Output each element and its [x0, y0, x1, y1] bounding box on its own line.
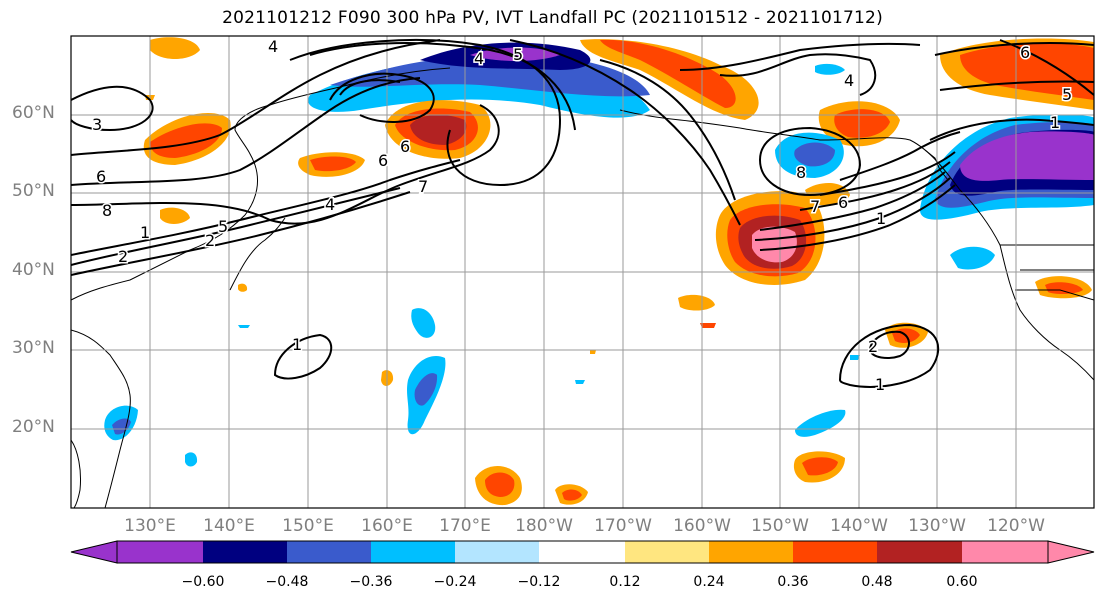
colorbar-tick: 0.36 — [777, 574, 809, 590]
colorbar-tick: 0.48 — [861, 574, 893, 590]
colorbar-tick: −0.48 — [265, 574, 309, 590]
contour-label: 4 — [844, 71, 854, 90]
contour-labels: 4 3 6 8 1 2 2 5 4 5 6 7 4 6 7 8 1 4 6 6 … — [91, 36, 1074, 396]
lon-label: 130°W — [908, 516, 966, 536]
contour-label: 3 — [92, 115, 102, 134]
contour-label: 6 — [378, 151, 388, 170]
coastlines — [71, 67, 1094, 508]
lon-label: 140°E — [203, 516, 255, 536]
lon-label: 170°E — [439, 516, 491, 536]
colorbar-tick: −0.60 — [181, 574, 225, 590]
contour-label: 6 — [400, 137, 410, 156]
contour-label: 8 — [796, 163, 806, 182]
contour-label: 7 — [418, 177, 428, 196]
colorbar-tick: −0.24 — [433, 574, 477, 590]
colorbar-tick: 0.12 — [609, 574, 641, 590]
colorbar-tick: −0.36 — [349, 574, 393, 590]
graticule — [71, 36, 1094, 508]
lon-label: 140°W — [830, 516, 888, 536]
lat-label: 50°N — [12, 181, 55, 201]
contour-label: 5 — [218, 217, 228, 236]
plot-title: 2021101212 F090 300 hPa PV, IVT Landfall… — [222, 8, 883, 28]
colorbar-tick: 0.24 — [693, 574, 725, 590]
contour-label: 4 — [268, 37, 278, 56]
lon-label: 150°W — [751, 516, 809, 536]
lat-label: 60°N — [12, 103, 55, 123]
contour-label: 1 — [140, 223, 150, 242]
contour-label: 1 — [876, 209, 886, 228]
lon-label: 180°W — [515, 516, 573, 536]
contour-label: 5 — [513, 45, 523, 64]
contour-label: 2 — [118, 247, 128, 266]
contour-label: 1 — [292, 335, 302, 354]
contour-label: 1 — [1050, 113, 1060, 132]
contour-label: 2 — [868, 337, 878, 356]
lon-label: 160°W — [673, 516, 731, 536]
colorbar — [70, 540, 1095, 564]
contour-label: 4 — [325, 195, 335, 214]
map-frame — [70, 35, 1095, 509]
lat-label: 30°N — [12, 338, 55, 358]
lon-label: 120°W — [987, 516, 1045, 536]
lon-label: 170°W — [594, 516, 652, 536]
contour-label: 1 — [875, 375, 885, 394]
lat-label: 20°N — [12, 417, 55, 437]
contour-label: 8 — [102, 201, 112, 220]
contour-label: 2 — [205, 231, 215, 250]
contour-label: 6 — [96, 167, 106, 186]
lat-label: 40°N — [12, 260, 55, 280]
contour-label: 7 — [810, 197, 820, 216]
colorbar-tick: −0.12 — [517, 574, 561, 590]
lon-label: 130°E — [124, 516, 176, 536]
lon-label: 150°E — [282, 516, 334, 536]
contour-label: 4 — [474, 49, 484, 68]
contour-label: 6 — [838, 193, 848, 212]
pv-contours — [71, 39, 1094, 388]
contour-label: 6 — [1020, 43, 1030, 62]
contour-label: 5 — [1062, 85, 1072, 104]
lon-label: 160°E — [361, 516, 413, 536]
colorbar-tick: 0.60 — [946, 574, 978, 590]
